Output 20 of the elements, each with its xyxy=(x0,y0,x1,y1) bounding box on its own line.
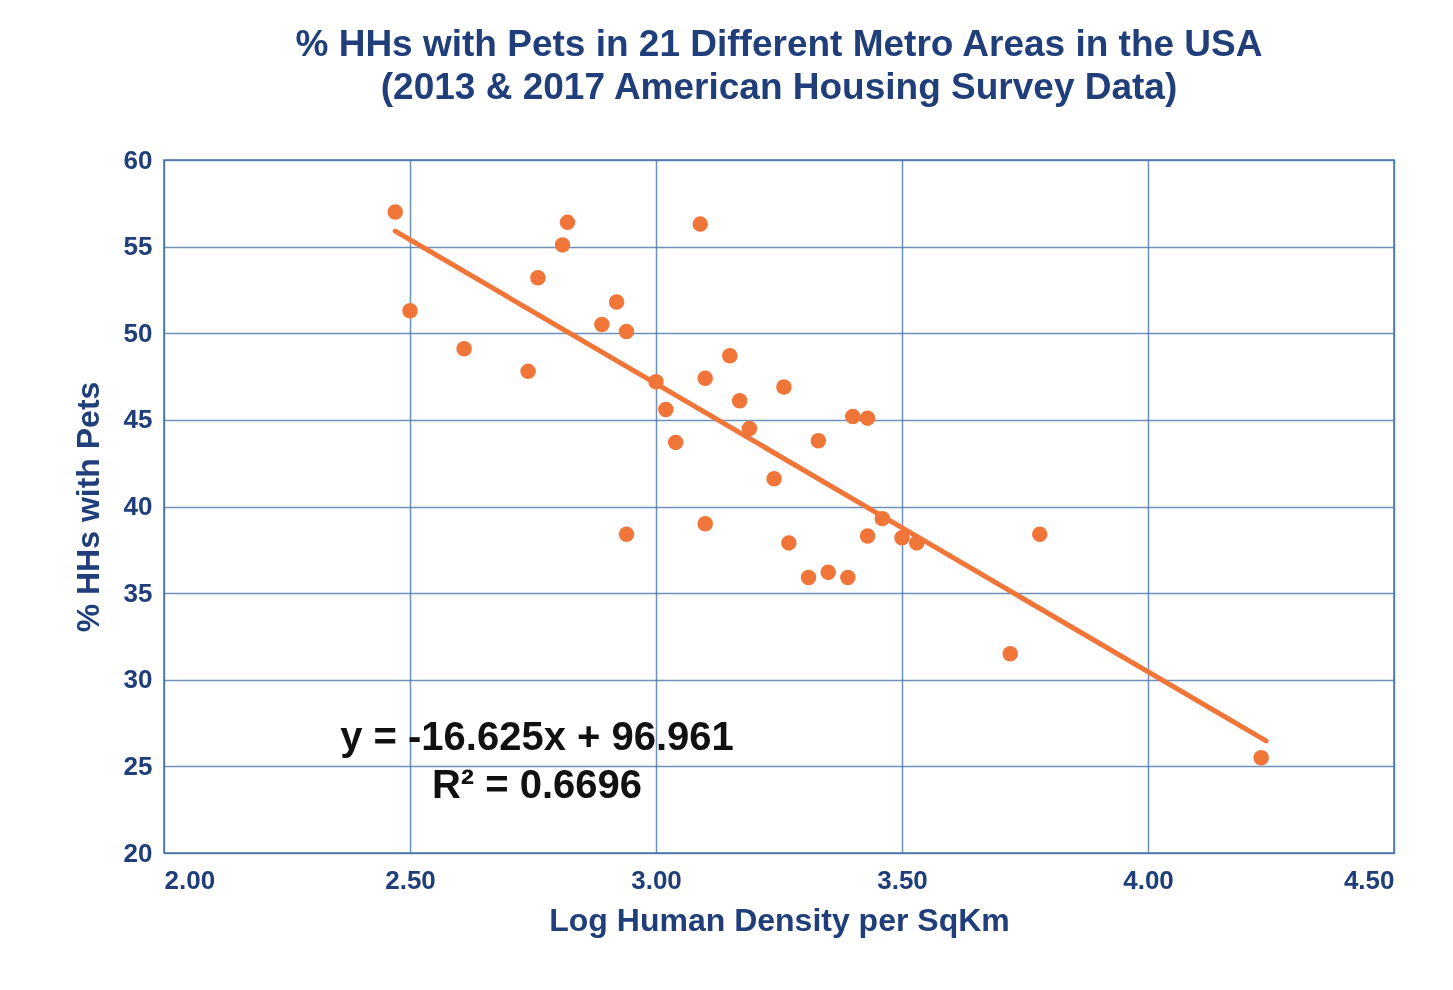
y-axis-title: % HHs with Pets xyxy=(69,381,106,633)
y-tick-label: 40 xyxy=(123,491,153,521)
x-tick-label: 4.00 xyxy=(1123,864,1174,895)
y-tick-label: 55 xyxy=(123,231,153,262)
y-tick-label: 20 xyxy=(123,837,153,868)
x-tick-label: 3.50 xyxy=(877,864,928,895)
y-tick-label: 25 xyxy=(123,750,153,781)
y-tick-label: 35 xyxy=(123,577,153,608)
annotation: R² = 0.6696 xyxy=(431,762,643,806)
x-tick-label: 3.00 xyxy=(631,864,682,895)
x-tick-label: 2.00 xyxy=(164,864,216,895)
y-tick-label: 30 xyxy=(123,664,153,695)
x-tick-label: 4.50 xyxy=(1343,864,1395,895)
chart-subtitle: (2013 & 2017 American Housing Survey Data) xyxy=(380,66,1178,107)
x-axis-title: Log Human Density per SqKm xyxy=(549,901,1010,938)
chart-title: % HHs with Pets in 21 Different Metro Areas in the USA xyxy=(295,23,1263,64)
y-tick-label: 50 xyxy=(123,317,153,348)
x-tick-label: 2.50 xyxy=(385,864,436,895)
y-tick-label: 45 xyxy=(123,404,153,435)
y-tick-label: 60 xyxy=(123,144,153,175)
